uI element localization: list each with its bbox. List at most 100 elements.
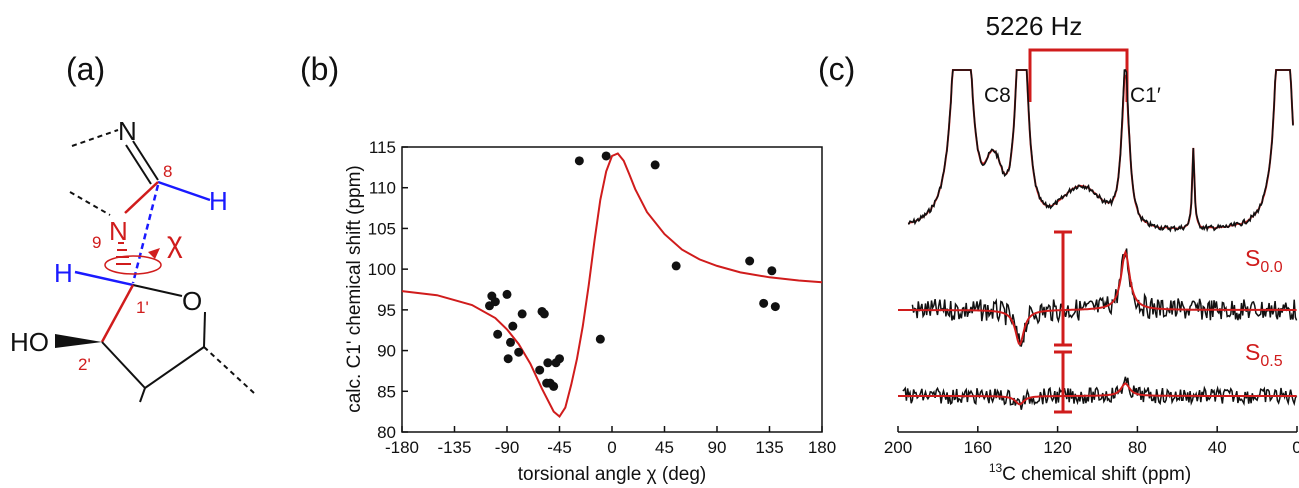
double-bond-1 [132,140,159,181]
x-tick-label: -135 [437,438,471,457]
atom-n9: N [109,216,128,246]
x-tick-label: 40 [1208,438,1227,457]
plot-b-frame [401,146,823,433]
label-s00: S0.0 [1245,245,1283,276]
spectrum-s05 [902,376,1298,410]
panel-a-label: (a) [66,51,105,87]
data-point [508,321,518,331]
x-tick-label: 90 [708,438,727,457]
atom-ho: HO [10,327,49,357]
data-point [490,297,500,307]
x-tick-label: 160 [964,438,992,457]
plot-c-x-axis: 200 160 120 80 40 0 [884,426,1299,457]
x-tick-label: 80 [1128,438,1147,457]
panel-b-label: (b) [300,51,339,87]
x-tick-label: 200 [884,438,912,457]
data-point [514,347,524,357]
x-tick-label: 0 [1292,438,1299,457]
data-point [555,354,564,364]
solid-wedge [55,334,102,348]
dashed-bond-c3 [139,387,146,403]
data-point [503,354,513,364]
plot-b-ylabel: calc. C1' chemical shift (ppm) [344,165,365,413]
y-tick-label: 115 [369,138,396,157]
panel-c-label: (c) [818,51,855,87]
chi-symbol: χ [167,226,183,259]
label-s05: S0.5 [1245,339,1283,370]
atom-number-2p: 2' [78,355,91,374]
y-tick-label: 110 [369,179,396,198]
data-point [770,302,780,312]
y-tick-label: 100 [368,260,396,279]
data-point [671,261,681,271]
bond-c2-c3 [101,341,146,389]
bond-c4-c3 [144,346,205,389]
data-point [601,151,611,161]
x-tick-label: -45 [547,438,572,457]
double-bond-2 [125,144,152,185]
y-tick-label: 80 [377,423,396,442]
bond-c8-n9 [124,181,159,214]
frequency-bracket [1028,48,1129,84]
data-point [595,334,605,344]
data-point [759,298,769,308]
data-point [493,329,503,339]
dashed-bond-c4 [203,346,255,394]
x-tick-label: -180 [385,438,419,457]
bond-o-c4 [203,311,206,348]
data-point [535,365,545,375]
scale-bars [1054,230,1072,414]
peak-label-c8: C8 [984,84,1011,107]
x-tick-label: 45 [655,438,674,457]
panel-a: (a) N H 8 N 9 χ H 1' [10,51,255,403]
y-tick-label: 105 [368,219,396,238]
panel-b: (b) 80 85 90 95 100 105 110 115 -180 -135 -90 -45 0… [300,51,836,485]
x-tick-label: 180 [808,438,836,457]
rotation-arrow [148,248,160,259]
data-point [517,309,527,319]
x-tick-label: 0 [607,438,616,457]
bond-c8-h [157,180,211,202]
data-point [745,256,755,266]
spectrum-reference [908,69,1294,233]
bond-c1-h [74,270,134,287]
dashed-bond-n9 [69,191,111,216]
fit-curve [401,152,823,418]
data-point [574,156,584,166]
atom-o: O [182,286,202,316]
data-point [650,160,660,170]
peak-label-c1p: C1′ [1130,84,1161,107]
plot-b-x-axis: -180 -135 -90 -45 0 45 90 135 180 [385,426,836,457]
plot-b-xlabel: torsional angle χ (deg) [518,464,706,485]
atom-number-9: 9 [92,233,101,252]
data-point [506,337,515,347]
y-tick-label: 90 [377,342,396,361]
plot-c-xlabel: 13C chemical shift (ppm) [989,461,1191,485]
frequency-label: 5226 Hz [986,11,1083,41]
data-point [767,266,777,276]
panel-c: (c) 5226 Hz C8 C1′ S0.0 S0.5 200 160 120 80… [818,11,1299,485]
x-tick-label: 135 [755,438,783,457]
spectrum-s00-fit [898,249,1297,346]
spectrum-s05-fit [898,382,1297,406]
data-point [502,289,512,299]
data-point [539,309,549,319]
y-tick-label: 85 [377,382,396,401]
bond-c1-c2 [100,284,135,343]
data-point [549,381,559,391]
spectrum-reference-fit [907,69,1294,231]
data-points [485,151,780,391]
atom-h-right: H [209,186,228,216]
dashed-chi-line [131,184,160,284]
atom-number-8: 8 [163,162,172,181]
x-tick-label: 120 [1043,438,1071,457]
atom-h-left: H [54,258,73,288]
dashed-bond-n-top [71,129,119,147]
atom-n-top: N [118,116,137,146]
data-point [543,358,553,368]
rotation-ellipse [104,255,162,275]
atom-number-1p: 1' [136,298,149,317]
x-tick-label: -90 [495,438,520,457]
spectrum-s00 [911,248,1298,347]
